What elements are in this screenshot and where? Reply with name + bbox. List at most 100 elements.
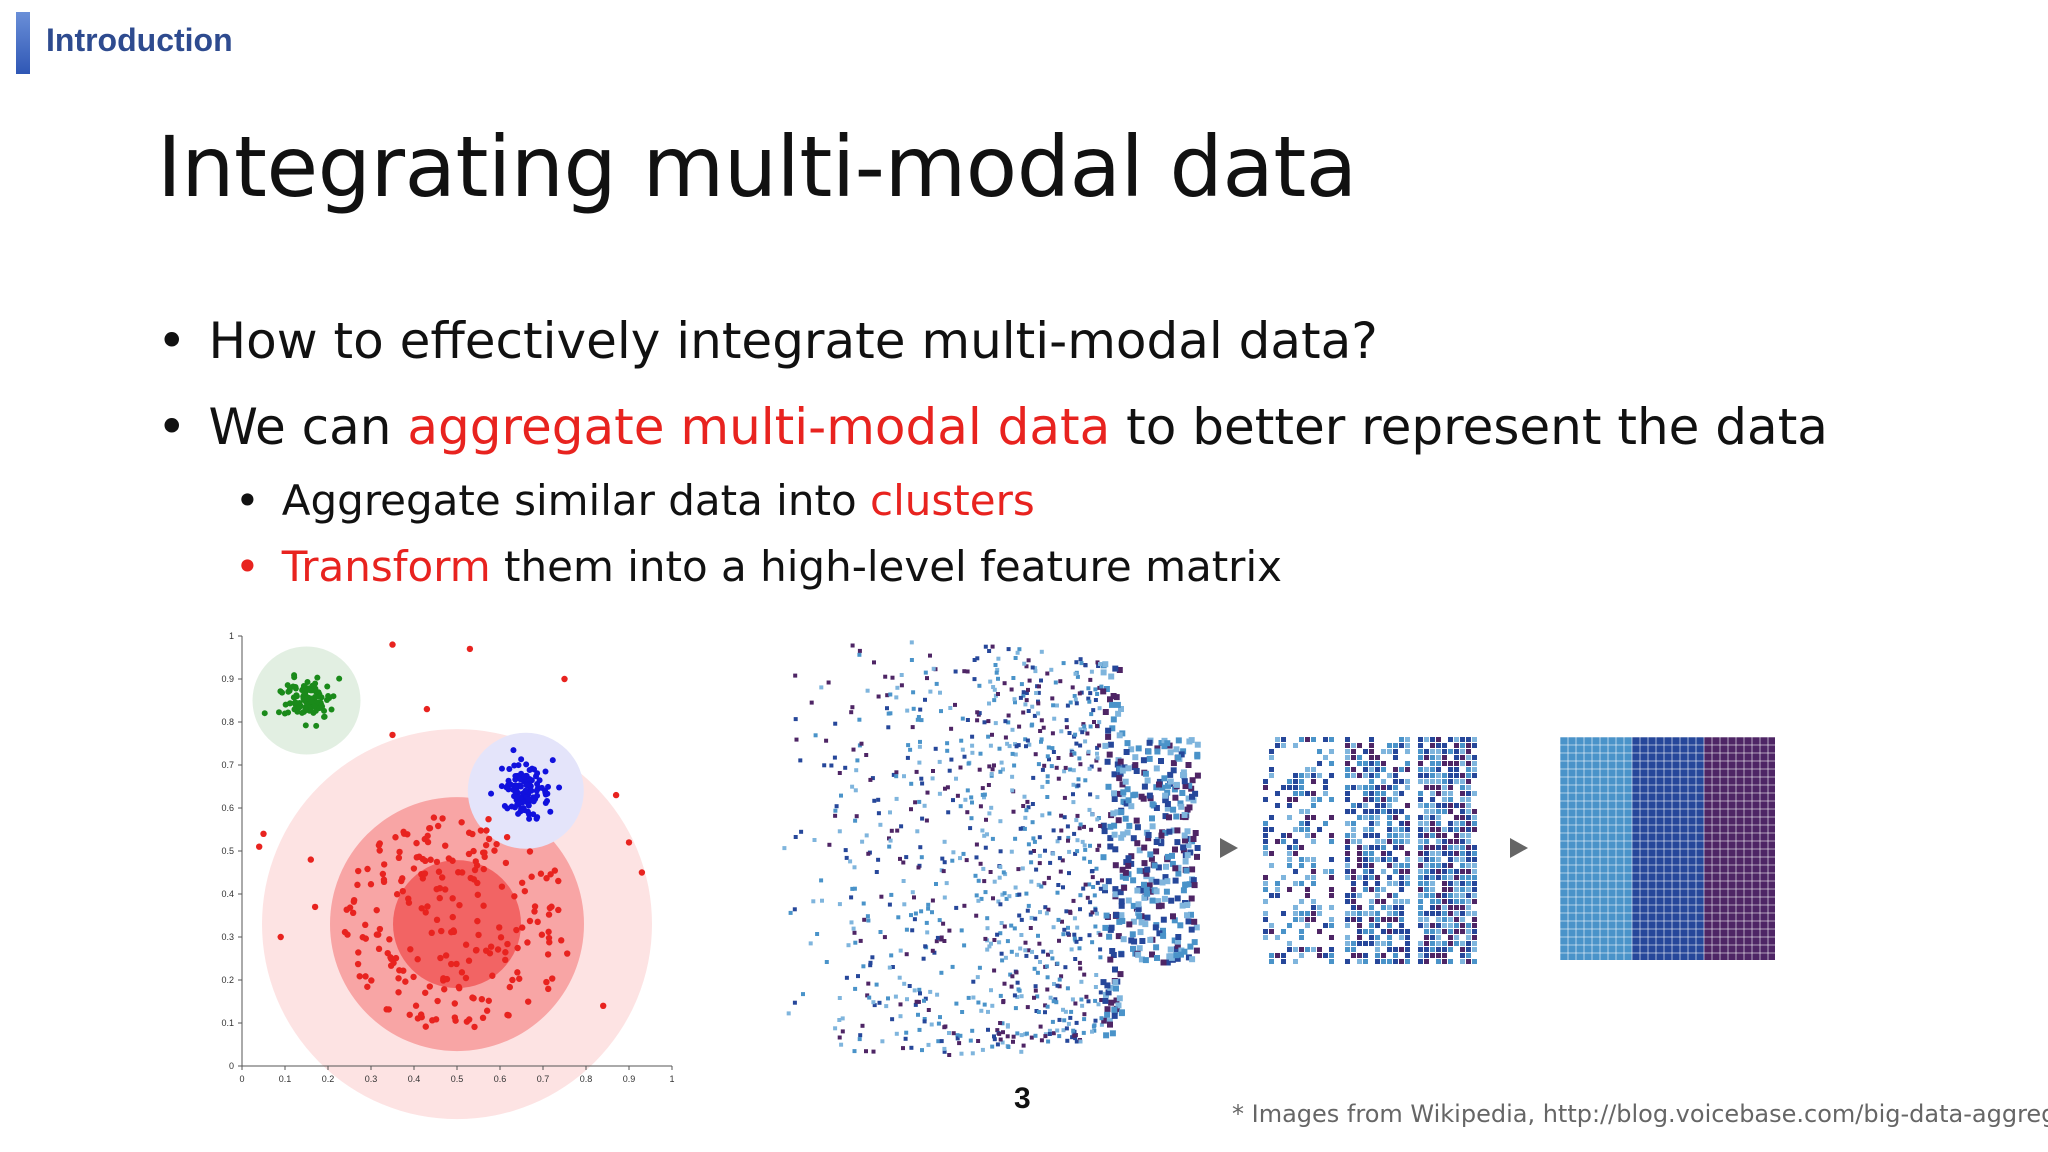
- point-green: [308, 697, 315, 704]
- sorted-cell: [1436, 743, 1441, 748]
- scatter-cell: [809, 700, 814, 705]
- scatter-cell: [1080, 1003, 1085, 1008]
- point-green: [301, 691, 308, 698]
- scatter-cell: [1146, 792, 1153, 799]
- scatter-cell: [1050, 956, 1055, 961]
- sorted-cell: [1399, 899, 1404, 904]
- scatter-cell: [868, 960, 873, 965]
- scatter-cell: [954, 1001, 959, 1006]
- sorted-cell: [1399, 737, 1404, 742]
- point-red: [433, 916, 441, 924]
- scatter-cell: [1071, 1031, 1076, 1036]
- sorted-cell: [1393, 743, 1398, 748]
- sorted-cell: [1454, 761, 1459, 766]
- point-red: [359, 934, 366, 941]
- scatter-cell: [1104, 758, 1111, 765]
- sorted-cell: [1351, 749, 1356, 754]
- sorted-cell: [1369, 857, 1374, 862]
- scatter-cell: [1015, 650, 1020, 655]
- scatter-cell: [899, 683, 904, 688]
- sorted-cell: [1430, 779, 1435, 784]
- sorted-cell: [1430, 851, 1435, 856]
- sorted-cell: [1436, 929, 1441, 934]
- sorted-cell: [1418, 917, 1423, 922]
- scatter-cell: [1005, 741, 1010, 746]
- scatter-cell: [1180, 769, 1187, 776]
- scatter-cell: [1141, 844, 1148, 851]
- sorted-cell: [1317, 905, 1322, 910]
- sorted-cell: [1357, 815, 1362, 820]
- scatter-cell: [1136, 867, 1143, 874]
- scatter-cell: [1123, 859, 1130, 866]
- scatter-cell: [1177, 922, 1184, 929]
- point-blue: [504, 805, 511, 812]
- scatter-cell: [1078, 727, 1083, 732]
- sorted-cell: [1281, 911, 1286, 916]
- scatter-cell: [1009, 949, 1014, 954]
- scatter-cell: [1075, 925, 1080, 930]
- scatter-cell: [1182, 866, 1189, 873]
- scatter-cell: [1019, 994, 1024, 999]
- sorted-cell: [1375, 887, 1380, 892]
- scatter-cell: [1187, 943, 1194, 950]
- scatter-cell: [995, 667, 1000, 672]
- scatter-cell: [1004, 896, 1009, 901]
- scatter-cell: [1095, 692, 1100, 696]
- scatter-cell: [860, 839, 865, 844]
- scatter-cell: [1122, 874, 1129, 881]
- point-red: [344, 931, 351, 938]
- point-red: [564, 950, 571, 957]
- scatter-cell: [1132, 950, 1139, 957]
- scatter-cell: [986, 1009, 990, 1014]
- sorted-cell: [1363, 785, 1368, 790]
- scatter-cell: [826, 680, 831, 685]
- sorted-cell: [1405, 749, 1410, 754]
- scatter-cell: [1120, 884, 1127, 891]
- sorted-cell: [1369, 821, 1374, 826]
- point-red: [511, 893, 518, 900]
- sorted-cell: [1345, 935, 1350, 940]
- point-green: [304, 695, 311, 702]
- scatter-cell: [1182, 783, 1189, 790]
- scatter-cell: [1097, 720, 1102, 725]
- sorted-cell: [1448, 845, 1453, 850]
- scatter-cell: [932, 950, 937, 955]
- scatter-cell: [1024, 744, 1028, 749]
- point-red: [544, 951, 552, 958]
- scatter-cell: [919, 718, 924, 723]
- sorted-cell: [1369, 791, 1374, 796]
- scatter-cell: [982, 1002, 987, 1007]
- point-red: [419, 855, 427, 863]
- scatter-cell: [1189, 777, 1196, 784]
- x-tick-label: 0.9: [623, 1074, 636, 1084]
- sorted-cell: [1345, 857, 1350, 862]
- point-blue: [518, 756, 525, 763]
- sorted-cell: [1430, 929, 1435, 934]
- scatter-cell: [1073, 957, 1078, 961]
- point-blue: [520, 806, 527, 813]
- scatter-cell: [1108, 812, 1115, 819]
- sorted-cell: [1472, 737, 1477, 742]
- sorted-cell: [1299, 821, 1304, 826]
- scatter-cell: [1024, 698, 1029, 703]
- point-red: [442, 842, 449, 849]
- scatter-cell: [1072, 694, 1077, 698]
- scatter-cell: [1051, 925, 1056, 930]
- scatter-cell: [1184, 806, 1191, 813]
- triangle-right-icon: [1220, 838, 1238, 858]
- scatter-cell: [1044, 911, 1049, 916]
- sorted-cell: [1393, 755, 1398, 760]
- sorted-cell: [1305, 911, 1310, 916]
- scatter-cell: [1194, 741, 1201, 748]
- sorted-cell: [1299, 935, 1304, 940]
- scatter-cell: [996, 692, 1000, 696]
- scatter-cell: [976, 878, 981, 883]
- scatter-cell: [1189, 835, 1196, 842]
- scatter-cell: [1064, 725, 1069, 730]
- sorted-cell: [1269, 851, 1274, 856]
- scatter-cell: [788, 910, 793, 915]
- sorted-cell: [1375, 959, 1380, 964]
- sorted-cell: [1299, 953, 1304, 958]
- point-blue: [528, 777, 535, 784]
- scatter-cell: [998, 1037, 1003, 1042]
